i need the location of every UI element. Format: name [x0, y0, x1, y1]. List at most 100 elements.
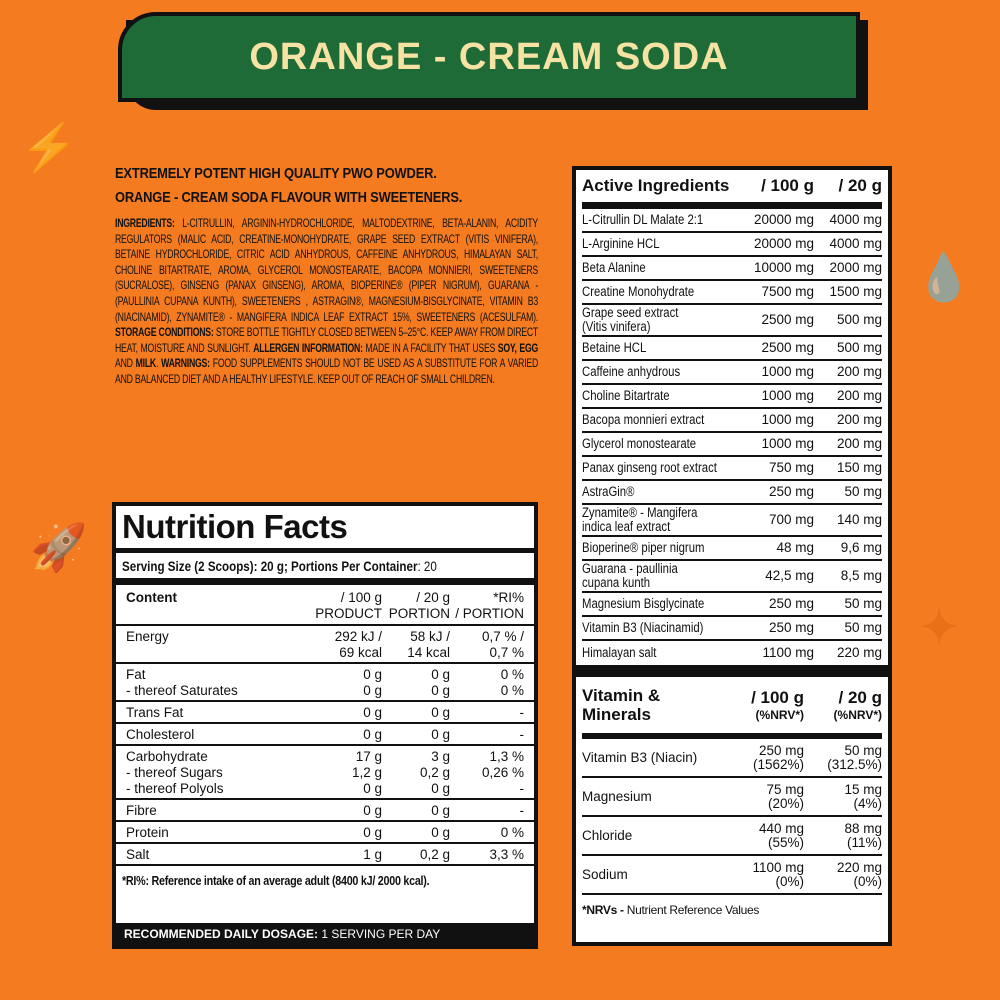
nutrition-cell: 0 g: [431, 727, 450, 742]
ingredient-name-cell: Caffeine anhydrous: [582, 365, 742, 379]
warnings-label: WARNINGS:: [161, 357, 210, 371]
serving-size-line: Serving Size (2 Scoops): 20 g; Portions …: [122, 559, 437, 574]
nutrition-cell: 0 g: [363, 667, 382, 682]
nutrition-cell: -: [519, 705, 525, 720]
ingredient-name-cell: Bacopa monnieri extract: [582, 413, 742, 427]
active-ingredients-panel: Active Ingredients / 100 g / 20 g L-Citr…: [572, 166, 892, 946]
ingredient-per-20g: 8,5 mg: [840, 568, 882, 583]
serving-size: Serving Size (2 Scoops): 20 g; Portions …: [116, 548, 534, 578]
vitamins-header-100g-label: / 100 g: [751, 687, 804, 707]
nutrition-line: Fibre 0 g 0 g -: [116, 803, 534, 819]
ingredient-name-cell: Himalayan salt: [582, 646, 742, 660]
nutrition-row: Fibre 0 g 0 g -: [116, 800, 534, 822]
ingredients-label: INGREDIENTS:: [115, 217, 175, 230]
nutrition-header-cell: *RI% / PORTION: [455, 590, 524, 621]
ri-footnote-text: *RI%: Reference intake of an average adu…: [122, 874, 430, 888]
active-ingredient-row: Panax ginseng root extract 750 mg 150 mg: [582, 457, 882, 481]
ingredient-name-cell: Glycerol monostearate: [582, 437, 742, 451]
allergen-text: MADE IN A FACILITY THAT USES: [365, 341, 496, 355]
ingredient-name: Himalayan salt: [582, 645, 657, 660]
nutrition-cell: 0 g: [363, 727, 382, 742]
ingredient-name: L-Arginine HCL: [582, 236, 660, 251]
active-ingredient-row: Glycerol monostearate 1000 mg 200 mg: [582, 433, 882, 457]
nutrition-cell: -: [519, 803, 525, 818]
nutrition-header-cell: / 20 g PORTION: [388, 590, 450, 621]
nutrition-cell: 1,2 g: [351, 765, 382, 780]
nutrition-line: Energy 292 kJ / 58 kJ / 0,7 % /: [116, 629, 534, 645]
nutrition-header-cell: / 100 g PRODUCT: [315, 590, 382, 621]
vitamin-row: Magnesium 75 mg (20%) 15 mg (4%): [582, 778, 882, 817]
nutrition-cell: 292 kJ /: [334, 629, 382, 644]
ingredient-name-cell: Magnesium Bisglycinate: [582, 597, 742, 611]
vitamin-per-100g: 250 mg (1562%): [752, 742, 804, 772]
ingredient-per-20g: 50 mg: [844, 620, 882, 635]
warnings-text: FOOD SUPPLEMENTS SHOULD NOT BE USED AS A…: [115, 357, 539, 386]
nutrition-cell: 0,2 g: [419, 847, 450, 862]
nutrition-cell: Fibre: [126, 803, 157, 818]
nutrition-line: 69 kcal 14 kcal 0,7 %: [116, 645, 534, 661]
nutrition-cell: 1,3 %: [489, 749, 524, 764]
ingredient-per-100g: 2500 mg: [761, 312, 814, 327]
ingredient-name-cell: AstraGin®: [582, 485, 742, 499]
ingredient-per-100g: 1000 mg: [761, 364, 814, 379]
ingredient-per-20g: 200 mg: [836, 412, 882, 427]
ingredient-per-20g: 500 mg: [836, 340, 882, 355]
allergen-label: ALLERGEN INFORMATION:: [253, 341, 363, 355]
nutrition-cell: 0 %: [500, 683, 524, 698]
serving-label: Serving Size (2 Scoops): [122, 559, 254, 574]
vitamins-header: Vitamin & Minerals / 100 g (%NRV*) / 20 g…: [582, 677, 882, 739]
vitamin-name: Sodium: [582, 866, 628, 882]
active-ingredient-row: L-Citrullin DL Malate 2:1 20000 mg 4000 mg: [582, 209, 882, 233]
nutrition-header-cell: Content: [126, 590, 177, 605]
active-header: Active Ingredients / 100 g / 20 g: [582, 170, 882, 209]
nutrition-header-row: Content / 100 g PRODUCT/ 20 g PORTION *RI%…: [116, 585, 534, 626]
lightning-doodle-icon: ⚡: [20, 121, 78, 173]
ingredient-per-20g: 1500 mg: [829, 284, 882, 299]
ingredient-per-20g: 200 mg: [836, 388, 882, 403]
section-divider: [576, 665, 888, 677]
ingredient-name: Caffeine anhydrous: [582, 364, 681, 379]
ingredient-name-cell: Zynamite® - Mangifera indica leaf extrac…: [582, 506, 742, 534]
ingredient-name: AstraGin®: [582, 484, 635, 499]
nutrition-line: Trans Fat 0 g 0 g -: [116, 705, 534, 721]
ingredient-name: Vitamin B3 (Niacinamid): [582, 620, 704, 635]
nutrition-cell: Trans Fat: [126, 705, 184, 720]
ingredient-per-20g: 220 mg: [836, 645, 882, 660]
vitamin-per-20g: 220 mg (0%): [836, 859, 882, 889]
vitamins-header-20g-label: / 20 g: [838, 687, 882, 707]
nutrition-row: Trans Fat 0 g 0 g -: [116, 702, 534, 724]
nutrition-cell: Cholesterol: [126, 727, 195, 742]
nutrition-cell: - thereof Polyols: [126, 781, 224, 796]
ingredient-per-100g: 250 mg: [768, 596, 814, 611]
nrv-footnote-text: Nutrient Reference Values: [626, 903, 760, 917]
nrv-footnote-label: *NRVs -: [582, 903, 624, 917]
ingredient-per-20g: 200 mg: [836, 364, 882, 379]
ingredient-per-100g: 1000 mg: [761, 388, 814, 403]
allergen-and: AND: [115, 357, 133, 371]
nrv-footnote: *NRVs - Nutrient Reference Values: [582, 895, 882, 917]
ingredient-per-20g: 50 mg: [844, 484, 882, 499]
nutrition-cell: Fat: [126, 667, 146, 682]
flavour-banner: ORANGE - CREAM SODA: [118, 12, 860, 102]
nutrition-cell: 0 g: [431, 667, 450, 682]
ingredient-name-cell: Betaine HCL: [582, 341, 742, 355]
ri-footnote: *RI%: Reference intake of an average adu…: [116, 866, 534, 888]
headline-line: EXTREMELY POTENT HIGH QUALITY PWO POWDER…: [115, 165, 437, 182]
portions-value: : 20: [417, 559, 437, 574]
nutrition-cell: [126, 645, 292, 661]
vitamins-header-20g: / 20 g (%NRV*): [804, 688, 882, 723]
daily-dosage-bar: RECOMMENDED DAILY DOSAGE: 1 SERVING PER …: [116, 923, 534, 945]
ingredient-per-100g: 7500 mg: [761, 284, 814, 299]
nutrition-cell: 1 g: [363, 847, 382, 862]
ingredient-per-20g: 500 mg: [836, 312, 882, 327]
active-ingredient-row: Himalayan salt 1100 mg 220 mg: [582, 641, 882, 665]
active-header-label: Active Ingredients: [582, 176, 730, 195]
ingredient-per-100g: 700 mg: [768, 512, 814, 527]
ingredients-text: INGREDIENTS: L-CITRULLIN, ARGININ-HYDROC…: [115, 217, 539, 386]
nutrition-table: Content / 100 g PRODUCT/ 20 g PORTION *RI%…: [116, 578, 534, 866]
nutrition-cell: 0 g: [363, 803, 382, 818]
ingredient-name: L-Citrullin DL Malate 2:1: [582, 212, 704, 227]
active-ingredient-row: Choline Bitartrate 1000 mg 200 mg: [582, 385, 882, 409]
serving-value: : 20 g; Portions Per Container: [253, 559, 418, 574]
flavour-title: ORANGE - CREAM SODA: [249, 35, 729, 78]
